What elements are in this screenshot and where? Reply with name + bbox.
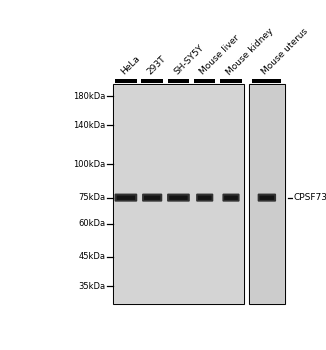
Text: 60kDa: 60kDa: [78, 219, 105, 228]
Text: 180kDa: 180kDa: [73, 91, 105, 100]
Text: 140kDa: 140kDa: [73, 121, 105, 130]
Bar: [141, 79, 163, 83]
Text: Mouse liver: Mouse liver: [198, 34, 242, 77]
Bar: [113, 84, 244, 304]
Text: CPSF73: CPSF73: [294, 193, 326, 202]
Text: 293T: 293T: [146, 55, 168, 77]
FancyBboxPatch shape: [142, 194, 162, 202]
FancyBboxPatch shape: [259, 196, 274, 200]
Text: HeLa: HeLa: [120, 54, 142, 77]
Bar: [113, 84, 244, 304]
FancyBboxPatch shape: [169, 196, 188, 200]
Text: Mouse kidney: Mouse kidney: [225, 26, 275, 77]
FancyBboxPatch shape: [167, 194, 190, 202]
Bar: [194, 79, 215, 83]
Bar: [249, 84, 285, 304]
Text: Mouse uterus: Mouse uterus: [260, 27, 310, 77]
Text: SH-SY5Y: SH-SY5Y: [172, 43, 205, 77]
FancyBboxPatch shape: [258, 194, 276, 202]
Text: 35kDa: 35kDa: [78, 281, 105, 290]
FancyBboxPatch shape: [144, 196, 160, 200]
Bar: [252, 79, 281, 83]
FancyBboxPatch shape: [198, 196, 212, 200]
Text: 75kDa: 75kDa: [78, 193, 105, 202]
Text: 100kDa: 100kDa: [73, 160, 105, 169]
FancyBboxPatch shape: [224, 196, 238, 200]
FancyBboxPatch shape: [117, 196, 135, 200]
Text: 45kDa: 45kDa: [78, 252, 105, 261]
Bar: [168, 79, 189, 83]
FancyBboxPatch shape: [196, 194, 213, 202]
Bar: [220, 79, 242, 83]
FancyBboxPatch shape: [114, 194, 137, 202]
FancyBboxPatch shape: [222, 194, 240, 202]
Bar: [115, 79, 137, 83]
Bar: [249, 84, 285, 304]
